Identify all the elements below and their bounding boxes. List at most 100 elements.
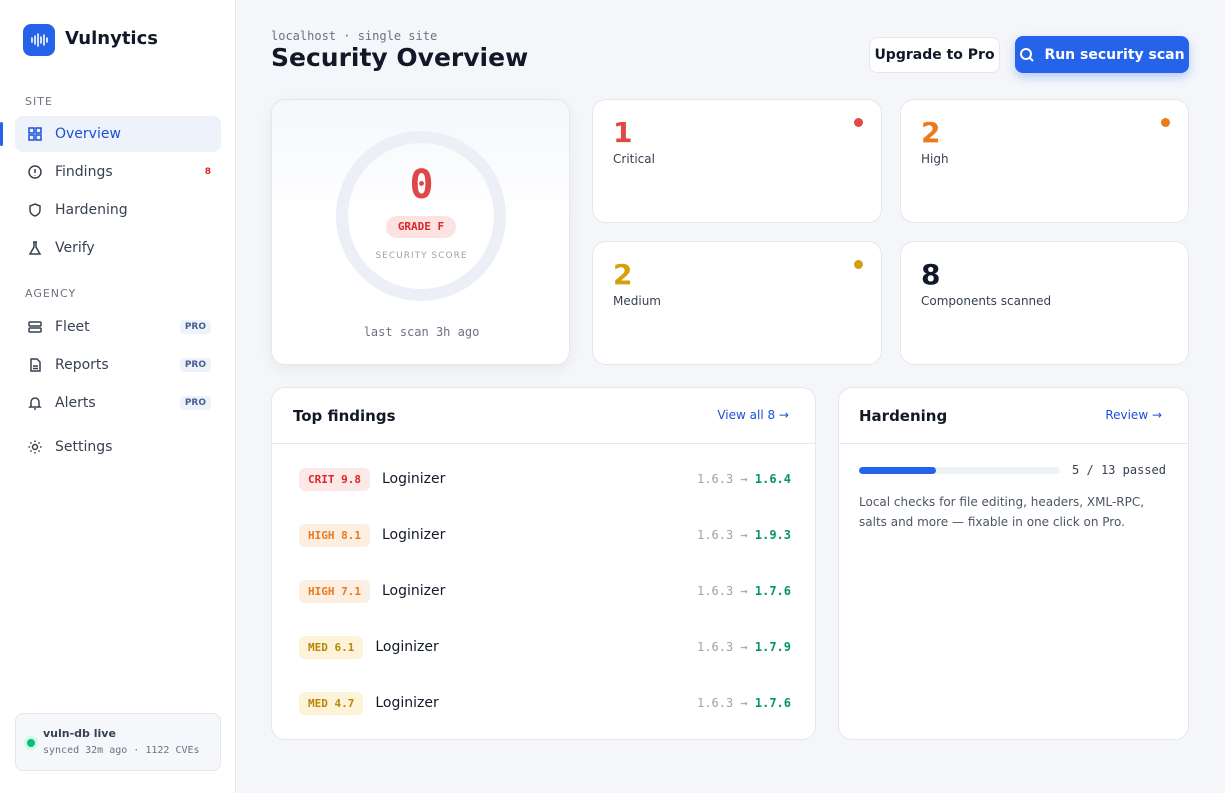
severity-badge: MED 4.7 <box>299 691 364 715</box>
plugin-name: Loginizer <box>375 695 439 711</box>
nav-label: Hardening <box>55 202 128 218</box>
version-from: 1.6.3 <box>697 584 734 598</box>
nav-item[interactable]: Verify <box>15 230 221 266</box>
arrow: → <box>740 472 748 486</box>
version: 1.6.3 → 1.6.4 <box>697 472 791 486</box>
severity-badge: HIGH 7.1 <box>299 579 370 603</box>
divider <box>839 443 1188 444</box>
finding-row: CRIT 9.8 Loginizer 1.6.3 → 1.6.4 <box>299 467 791 491</box>
version-to: 1.7.9 <box>754 640 791 654</box>
finding-row: MED 4.7 Loginizer 1.6.3 → 1.7.6 <box>299 691 791 715</box>
sidebar: Vulnytics SITE Overview Findings 8 Harden… <box>0 0 236 793</box>
cvss-score: 8.1 <box>341 528 361 542</box>
score-label: SECURITY SCORE <box>375 251 468 261</box>
arrow: → <box>740 640 748 654</box>
status-dot <box>27 739 35 747</box>
stat-label: Critical <box>613 152 655 166</box>
stat-label: High <box>921 152 949 166</box>
view-all-link[interactable]: View all 8 → <box>717 408 789 422</box>
version: 1.6.3 → 1.7.9 <box>697 640 791 654</box>
score-card: 0 GRADE F SECURITY SCORE last scan 3h ag… <box>271 99 570 365</box>
grade: GRADE F <box>397 220 445 233</box>
nav-item[interactable]: Settings <box>15 429 221 465</box>
nav-item[interactable]: Hardening <box>15 192 221 228</box>
panel-title: Hardening <box>859 407 948 425</box>
separator: / <box>1086 463 1094 477</box>
passed-label: passed <box>1122 463 1166 477</box>
progress-bar <box>859 467 937 474</box>
review-link[interactable]: Review → <box>1105 408 1162 422</box>
stat-card: 2 High <box>900 99 1189 223</box>
divider <box>272 443 815 444</box>
version: 1.6.3 → 1.9.3 <box>697 528 791 542</box>
scan-button[interactable]: Run security scan <box>1015 36 1189 73</box>
nav-label: Fleet <box>55 319 90 335</box>
status-detail: synced 32m ago · 1122 CVEs <box>43 745 200 756</box>
active-indicator <box>0 122 3 146</box>
version: 1.6.3 → 1.7.6 <box>697 584 791 598</box>
version-from: 1.6.3 <box>697 528 734 542</box>
stat-card: 1 Critical <box>592 99 882 223</box>
stat-card: 8 Components scanned <box>900 241 1189 365</box>
stat-label: Medium <box>613 294 661 308</box>
brand: Vulnytics <box>65 28 158 49</box>
grade-badge: GRADE F <box>386 216 456 238</box>
upgrade-button[interactable]: Upgrade to Pro <box>869 37 1000 73</box>
stat-dot <box>854 118 863 127</box>
cvss-score: 4.7 <box>334 696 355 710</box>
status-box: vuln-db live synced 32m ago · 1122 CVEs <box>15 713 221 771</box>
cvss-score: 6.1 <box>334 640 355 654</box>
nav-item[interactable]: Fleet PRO <box>15 309 221 345</box>
score-ring <box>336 131 506 301</box>
nav-badge: PRO <box>179 396 211 410</box>
page-title: Security Overview <box>271 43 529 72</box>
button-label: Upgrade to Pro <box>874 47 995 63</box>
section-label: AGENCY <box>25 287 77 300</box>
nav-badge: PRO <box>179 358 211 372</box>
severity-badge: HIGH 8.1 <box>299 523 370 547</box>
severity: CRIT <box>308 472 335 486</box>
stat-value: 2 <box>921 116 941 149</box>
version-to: 1.9.3 <box>754 528 791 542</box>
nav-badge: PRO <box>179 320 211 334</box>
finding-row: HIGH 8.1 Loginizer 1.6.3 → 1.9.3 <box>299 523 791 547</box>
total: 13 <box>1100 463 1116 477</box>
version-to: 1.7.6 <box>754 696 791 710</box>
progress-track <box>859 467 1060 474</box>
passed: 5 <box>1072 463 1080 477</box>
version-to: 1.6.4 <box>754 472 791 486</box>
version-from: 1.6.3 <box>697 640 734 654</box>
stat-value: 2 <box>613 258 633 291</box>
arrow: → <box>740 528 748 542</box>
nav-item[interactable]: Findings 8 <box>15 154 221 190</box>
score-value: 0 <box>409 162 434 208</box>
stat-card: 2 Medium <box>592 241 882 365</box>
finding-row: MED 6.1 Loginizer 1.6.3 → 1.7.9 <box>299 635 791 659</box>
section-label: SITE <box>25 95 53 108</box>
nav-label: Verify <box>55 240 95 256</box>
button-label: Run security scan <box>1044 46 1185 63</box>
nav-item[interactable]: Overview <box>15 116 221 152</box>
status-title: vuln-db live <box>43 727 116 740</box>
nav-badge: 8 <box>204 167 211 177</box>
plugin-name: Loginizer <box>382 527 446 543</box>
version: 1.6.3 → 1.7.6 <box>697 696 791 710</box>
severity: MED <box>308 696 328 710</box>
plugin-name: Loginizer <box>375 639 439 655</box>
version-to: 1.7.6 <box>754 584 791 598</box>
cvss-score: 9.8 <box>341 472 361 486</box>
last-scan: last scan 3h ago <box>363 325 480 339</box>
subtitle: localhost · single site <box>271 29 438 43</box>
nav-item[interactable]: Alerts PRO <box>15 385 221 421</box>
nav-label: Findings <box>55 164 113 180</box>
plugin-name: Loginizer <box>382 583 446 599</box>
severity: HIGH <box>308 584 335 598</box>
panel-title: Top findings <box>293 407 396 425</box>
progress-text: 5 / 13 passed <box>1072 463 1166 477</box>
nav-label: Settings <box>55 439 113 455</box>
severity: MED <box>308 640 328 654</box>
nav-item[interactable]: Reports PRO <box>15 347 221 383</box>
plugin-name: Loginizer <box>382 471 446 487</box>
stat-dot <box>1161 118 1170 127</box>
